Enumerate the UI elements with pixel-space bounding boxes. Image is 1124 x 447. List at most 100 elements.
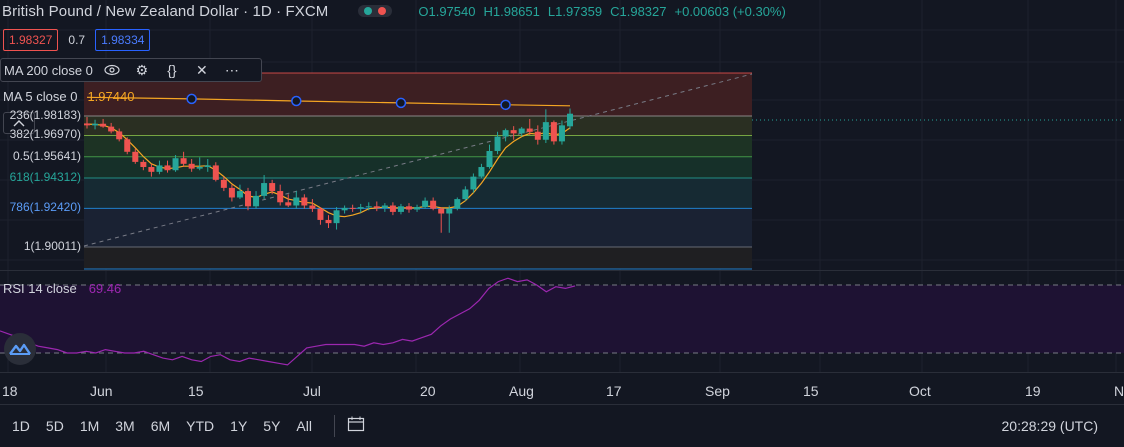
range-6m-button[interactable]: 6M bbox=[150, 417, 171, 434]
range-5d-button[interactable]: 5D bbox=[45, 417, 64, 434]
time-axis-label: Oct bbox=[909, 383, 931, 399]
candle-body bbox=[567, 113, 573, 127]
ma200-handle bbox=[500, 99, 511, 111]
candle-body bbox=[253, 195, 260, 207]
fib-trend-line bbox=[83, 73, 753, 247]
range-1y-button[interactable]: 1Y bbox=[230, 417, 248, 434]
candle-body bbox=[293, 197, 300, 206]
bottom-toolbar: 1D 5D 1M 3M 6M YTD 1Y 5Y All 20:28:29 (U… bbox=[0, 404, 1124, 446]
range-ytd-button[interactable]: YTD bbox=[186, 417, 215, 434]
ma200-handles bbox=[186, 93, 511, 111]
fib-zone bbox=[84, 178, 752, 209]
candle-body bbox=[309, 205, 316, 209]
candle-body bbox=[172, 158, 179, 171]
candle-body bbox=[325, 219, 332, 224]
data-status-dot-icon bbox=[378, 7, 387, 15]
candle-body bbox=[100, 123, 107, 127]
time-axis-label: Aug bbox=[509, 383, 534, 399]
candle-body bbox=[438, 208, 445, 214]
candle-body bbox=[92, 123, 99, 126]
more-icon[interactable]: ⋯ bbox=[224, 61, 239, 78]
time-axis-label: 20 bbox=[420, 383, 436, 399]
ohlc-low: L1.97359 bbox=[547, 3, 603, 19]
candle-body bbox=[156, 165, 163, 172]
fib-zone bbox=[84, 247, 752, 269]
candle-body bbox=[373, 206, 380, 208]
candle-body bbox=[494, 136, 501, 151]
candle-body bbox=[164, 165, 171, 171]
source-code-icon[interactable]: {} bbox=[167, 62, 177, 78]
fib-label: 0.5(1.95641) bbox=[12, 148, 81, 163]
fib-zone bbox=[84, 116, 752, 136]
tradingview-logo-icon[interactable] bbox=[4, 333, 36, 365]
fib-zone bbox=[84, 135, 752, 157]
candle-body bbox=[397, 206, 404, 212]
ma200-handle bbox=[186, 93, 197, 105]
range-5y-button[interactable]: 5Y bbox=[263, 417, 281, 434]
candle-body bbox=[333, 210, 340, 224]
fib-label: 1(1.90011) bbox=[23, 239, 81, 253]
candlestick-series bbox=[84, 108, 573, 233]
chevron-up-icon bbox=[13, 120, 25, 127]
candle-body bbox=[301, 197, 308, 206]
fib-label: 382(1.96970) bbox=[9, 127, 81, 142]
ohlc-change: +0.00603 (+0.30%) bbox=[674, 3, 786, 19]
fib-retracement-zones bbox=[84, 72, 752, 270]
candle-body bbox=[341, 207, 348, 211]
candle-body bbox=[285, 202, 292, 206]
candle-body bbox=[317, 208, 324, 220]
eye-icon[interactable] bbox=[101, 59, 123, 81]
candle-body bbox=[196, 167, 203, 169]
pane-divider bbox=[0, 270, 1124, 271]
time-axis-label: 17 bbox=[606, 383, 622, 399]
utc-clock[interactable]: 20:28:29 (UTC) bbox=[1001, 418, 1098, 434]
quote-boxes: 1.98327 0.7 1.98334 bbox=[3, 29, 151, 51]
candle-body bbox=[518, 128, 525, 134]
range-all-button[interactable]: All bbox=[296, 417, 312, 434]
ma5-legend[interactable]: MA 5 close 0 1.97440 bbox=[3, 89, 134, 104]
ma200-legend[interactable]: MA 200 close 0 ⚙ {} ✕ ⋯ bbox=[0, 58, 262, 82]
buy-price-button[interactable]: 1.98334 bbox=[95, 29, 151, 51]
candle-body bbox=[470, 176, 477, 190]
symbol-header: British Pound / New Zealand Dollar · 1D … bbox=[2, 0, 786, 22]
rsi-legend[interactable]: RSI 14 close 69.46 bbox=[3, 281, 121, 296]
range-1d-button[interactable]: 1D bbox=[12, 417, 30, 434]
fib-zone bbox=[84, 208, 752, 247]
market-status[interactable] bbox=[358, 5, 393, 17]
sell-price-button[interactable]: 1.98327 bbox=[3, 29, 59, 51]
ma200-label: MA 200 close 0 bbox=[4, 62, 93, 78]
ma200-line bbox=[86, 96, 571, 107]
candle-body bbox=[269, 183, 276, 192]
axis-divider bbox=[0, 372, 1124, 373]
fib-zone bbox=[84, 156, 752, 179]
candle-body bbox=[381, 205, 388, 208]
range-1m-button[interactable]: 1M bbox=[79, 417, 100, 434]
candle-body bbox=[478, 167, 485, 177]
ohlc-values: O1.97540 H1.98651 L1.97359 C1.98327 +0.0… bbox=[418, 4, 785, 19]
candle-body bbox=[220, 179, 227, 188]
fib-label: 236(1.98183) bbox=[9, 108, 81, 122]
candle-body bbox=[140, 161, 147, 168]
candle-body bbox=[406, 206, 412, 210]
candle-body bbox=[502, 130, 509, 137]
ma5-label: MA 5 close 0 bbox=[3, 89, 78, 104]
rsi-label: RSI 14 close bbox=[3, 281, 77, 296]
candle-body bbox=[349, 207, 356, 209]
rsi-band-fill bbox=[0, 285, 1124, 353]
settings-gear-icon[interactable]: ⚙ bbox=[135, 61, 149, 78]
collapse-legend-button[interactable] bbox=[3, 112, 35, 134]
fib-label: 618(1.94312) bbox=[9, 170, 81, 185]
time-axis-label: Sep bbox=[705, 383, 730, 399]
candle-body bbox=[542, 122, 549, 140]
range-3m-button[interactable]: 3M bbox=[115, 417, 135, 434]
time-axis-label: 15 bbox=[803, 383, 819, 399]
candle-body bbox=[365, 206, 372, 208]
close-icon[interactable]: ✕ bbox=[196, 61, 208, 78]
symbol-title[interactable]: British Pound / New Zealand Dollar · 1D … bbox=[2, 2, 329, 20]
go-to-date-calendar-icon[interactable] bbox=[347, 416, 365, 436]
candle-body bbox=[124, 139, 131, 152]
candle-body bbox=[389, 205, 396, 212]
time-axis-label: 19 bbox=[1025, 383, 1041, 399]
candle-body bbox=[148, 167, 155, 172]
